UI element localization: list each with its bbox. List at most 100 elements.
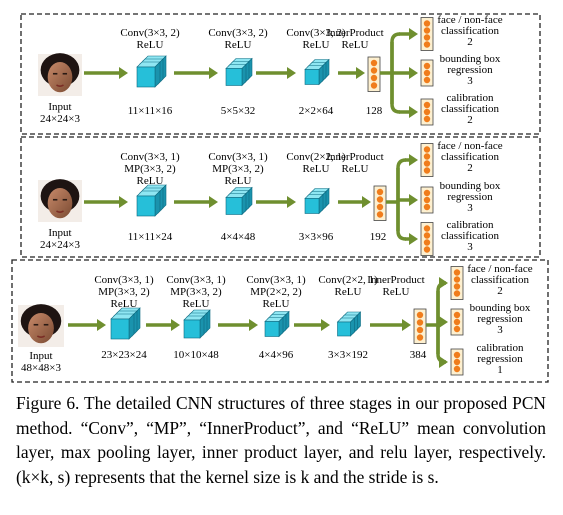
- neuron: [423, 146, 431, 153]
- neuron: [423, 189, 431, 197]
- layer-output-size: 23×23×24: [101, 349, 147, 361]
- layer-op2-label: MP(3×3, 2): [124, 163, 176, 175]
- layer-output-size: 3×3×192: [328, 349, 368, 361]
- arrow-head: [249, 319, 258, 331]
- feature-map-face: [136, 66, 156, 88]
- input-size: 24×24×3: [40, 239, 80, 251]
- neuron: [376, 196, 384, 203]
- inner-product-output-size: 384: [410, 349, 427, 361]
- output-dimension: 3: [467, 202, 473, 214]
- neuron: [423, 160, 431, 167]
- feature-map-face: [304, 198, 320, 214]
- neuron: [453, 318, 461, 326]
- fork-upper: [396, 158, 407, 231]
- neuron: [453, 269, 461, 276]
- output-dimension: 3: [497, 324, 503, 336]
- inner-product-label: InnerProduct: [367, 274, 424, 286]
- inner-product-relu-label: ReLU: [383, 286, 410, 298]
- input-face-mouth: [56, 84, 64, 87]
- output-neurons: [420, 222, 434, 256]
- arrow-head: [439, 316, 448, 328]
- arrow-head: [356, 67, 365, 79]
- inner-product-relu-label: ReLU: [342, 39, 369, 51]
- arrow-head: [362, 196, 371, 208]
- inner-product-output-size: 192: [370, 231, 387, 243]
- layer-op2-label: MP(3×3, 2): [98, 286, 150, 298]
- output-type: classification: [441, 103, 500, 115]
- neuron: [453, 325, 461, 333]
- layer-act-label: ReLU: [303, 163, 330, 175]
- arrow-head: [119, 196, 128, 208]
- feature-map-face: [225, 197, 243, 215]
- neuron: [423, 203, 431, 211]
- output-type: regression: [447, 191, 493, 203]
- stage-2-frame: [20, 136, 541, 258]
- caption-text: Figure 6. The detailed CNN structures of…: [16, 393, 546, 487]
- fork-lower: [390, 42, 401, 114]
- output-title: calibration: [476, 342, 524, 354]
- feature-map-face: [304, 69, 320, 85]
- layer-act-label: ReLU: [303, 39, 330, 51]
- neuron: [416, 326, 424, 334]
- arrow-head: [409, 67, 418, 79]
- neuron: [453, 365, 461, 373]
- arrow-head: [119, 67, 128, 79]
- neuron: [370, 74, 378, 82]
- layer-op2-label: MP(3×3, 2): [170, 286, 222, 298]
- neuron: [423, 41, 431, 48]
- input-face-mouth: [36, 335, 46, 338]
- layer-output-size: 11×11×24: [128, 231, 173, 243]
- output-type: regression: [477, 353, 523, 365]
- output-type: classification: [441, 151, 500, 163]
- layer-output-size: 10×10×48: [173, 349, 219, 361]
- layer-op-label: Conv(3×3, 1): [246, 274, 306, 286]
- neuron: [423, 34, 431, 41]
- layer-act-label: ReLU: [225, 175, 252, 187]
- layer-output-size: 11×11×16: [128, 105, 173, 117]
- layer-act-label: ReLU: [183, 298, 210, 310]
- layer-output-size: 4×4×48: [221, 231, 256, 243]
- layer-op-label: Conv(3×3, 2): [286, 27, 346, 39]
- output-dimension: 2: [467, 114, 473, 126]
- input-face-skin: [28, 312, 54, 344]
- output-type: regression: [447, 64, 493, 76]
- neuron: [416, 311, 424, 319]
- arrow-head: [287, 196, 296, 208]
- neuron: [423, 239, 431, 246]
- arrow-head: [409, 154, 418, 166]
- feature-map-face: [183, 319, 201, 339]
- input-face-skin: [47, 61, 73, 93]
- neuron: [453, 283, 461, 290]
- neuron: [376, 211, 384, 218]
- output-neurons: [450, 266, 464, 300]
- feature-map-side: [241, 192, 247, 216]
- neuron: [453, 311, 461, 319]
- neuron: [423, 196, 431, 204]
- neuron: [423, 225, 431, 232]
- output-title: calibration: [446, 92, 494, 104]
- inner-product-label: InnerProduct: [326, 27, 383, 39]
- neuron: [376, 188, 384, 196]
- input-label: Input: [48, 227, 71, 239]
- output-dimension: 2: [467, 36, 473, 48]
- arrow-head: [171, 319, 180, 331]
- neuron: [423, 115, 431, 123]
- output-title: bounding box: [470, 302, 531, 314]
- input-label: Input: [29, 350, 52, 362]
- input-size: 48×48×3: [21, 362, 61, 374]
- layer-op-label: Conv(3×3, 1): [166, 274, 226, 286]
- layer-output-size: 2×2×64: [299, 105, 334, 117]
- output-type: classification: [441, 25, 500, 37]
- output-title: face / non-face: [437, 140, 502, 152]
- fork-lower: [396, 168, 407, 241]
- neuron: [453, 276, 461, 283]
- neuron: [423, 69, 431, 77]
- input-face-skin: [47, 187, 73, 219]
- neuron: [423, 62, 431, 70]
- output-title: face / non-face: [467, 263, 532, 275]
- feature-map-face: [337, 321, 351, 337]
- arrow-head: [402, 319, 411, 331]
- arrow-head: [439, 277, 448, 289]
